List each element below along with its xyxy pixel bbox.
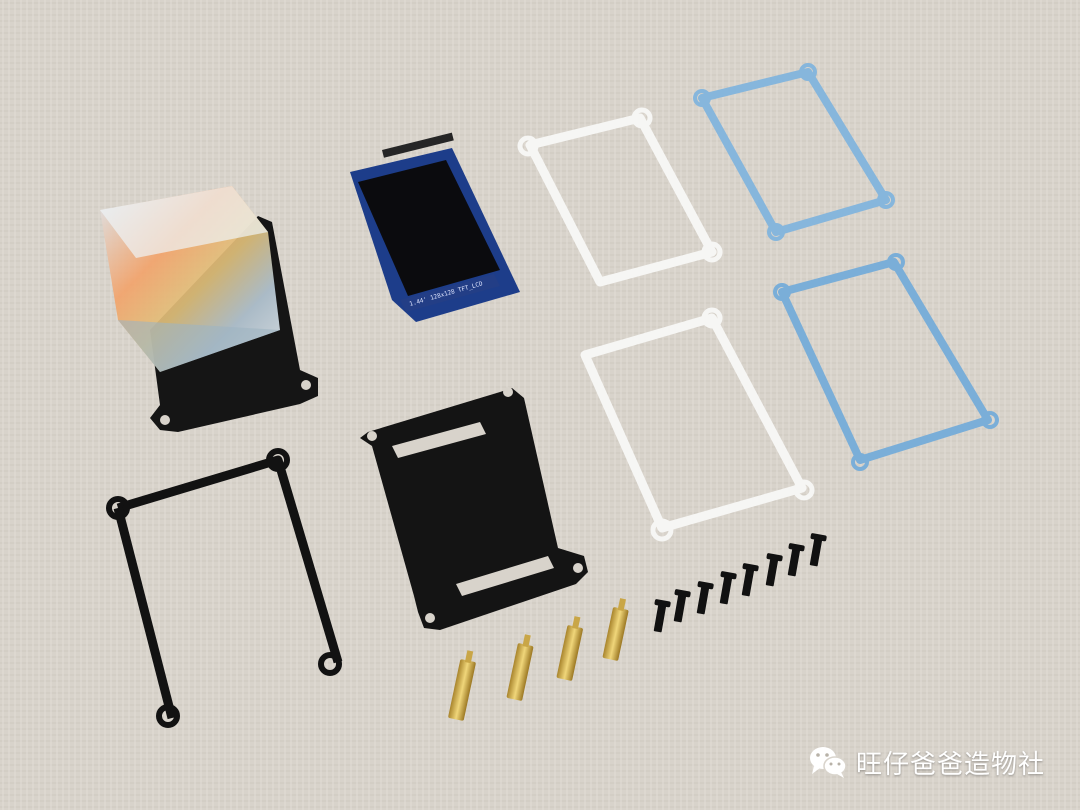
wechat-icon — [810, 747, 847, 778]
blue-frame-lower — [773, 253, 999, 471]
prism-cube — [100, 186, 280, 372]
brass-standoffs — [448, 598, 629, 721]
blue-frame-upper — [693, 63, 895, 241]
watermark-text: 旺仔爸爸造物社 — [856, 749, 1046, 780]
lcd-module: 1.44' 128x128 TFT_LCD — [350, 132, 520, 322]
black-screws — [653, 533, 827, 633]
black-frame — [106, 448, 343, 728]
clear-frame-lower — [580, 307, 815, 542]
clear-frame-upper — [517, 107, 723, 287]
black-back-plate — [360, 387, 588, 630]
watermark: 旺仔爸爸造物社 — [808, 742, 1045, 782]
